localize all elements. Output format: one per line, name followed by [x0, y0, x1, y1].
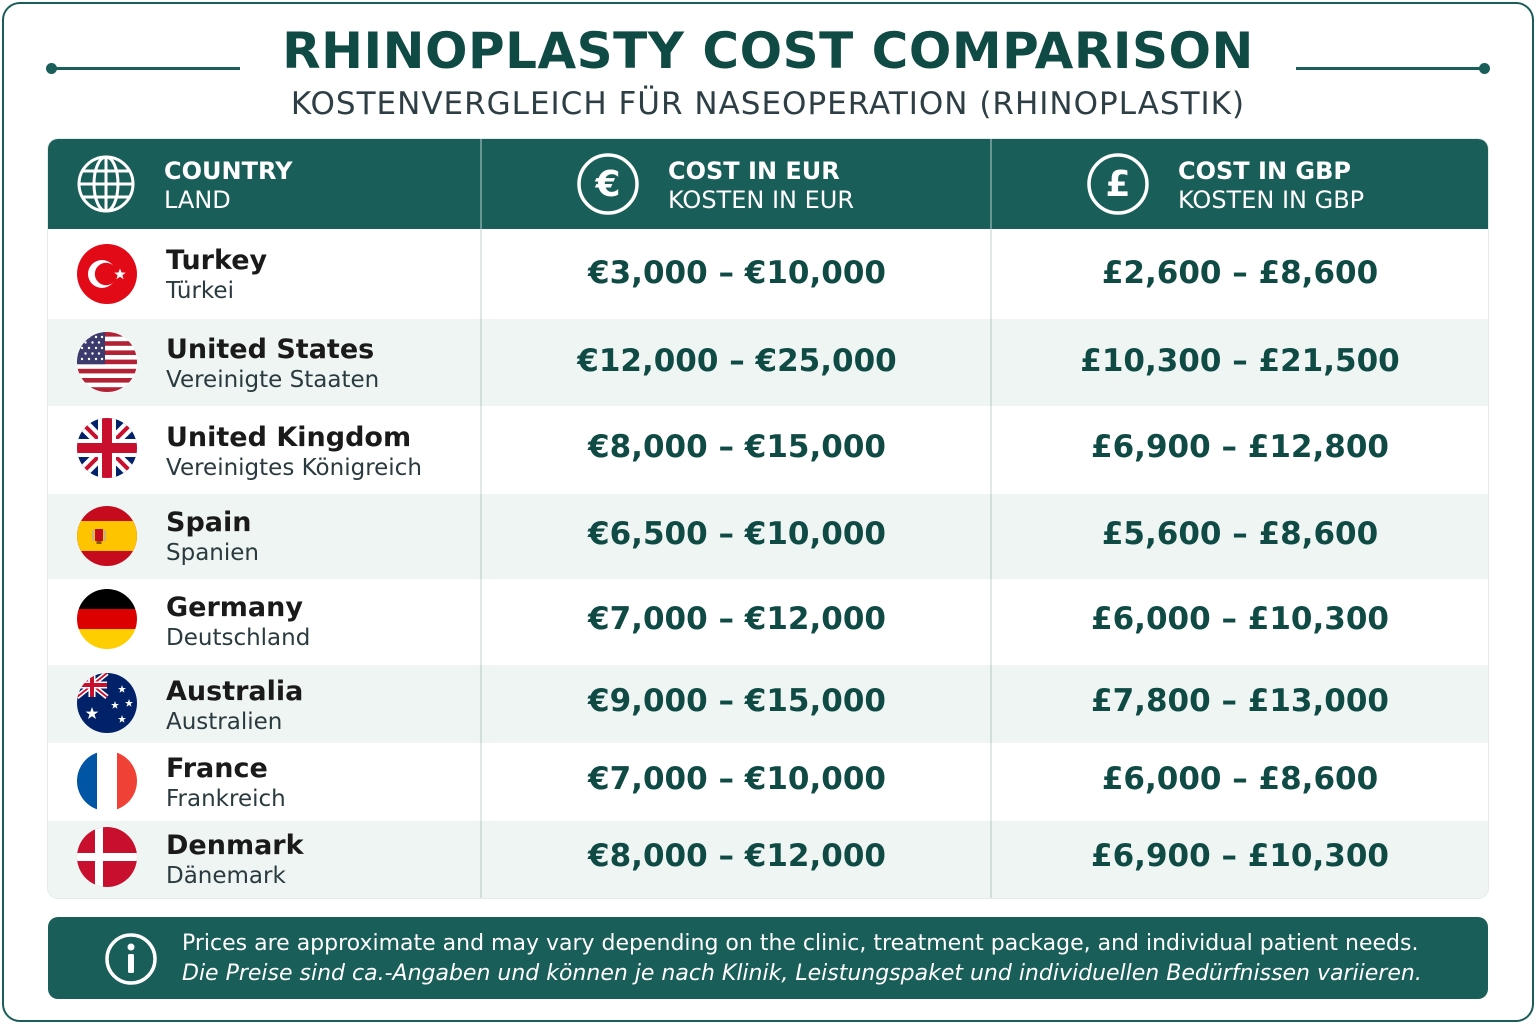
- title-rule-left: [50, 67, 240, 70]
- header-eur-label: COST IN EUR: [668, 157, 840, 185]
- country-name-de: Frankreich: [166, 786, 286, 812]
- country-name: Denmark: [166, 830, 304, 861]
- title-rule-dot-left: [46, 63, 57, 74]
- turkey-flag-icon: [77, 244, 137, 304]
- cost-gbp: £5,600 – £8,600: [1101, 516, 1379, 552]
- country-name-de: Vereinigte Staaten: [166, 367, 380, 393]
- cost-gbp: £6,000 – £10,300: [1091, 601, 1389, 637]
- spain-flag-icon: [77, 506, 137, 566]
- cost-gbp: £2,600 – £8,600: [1101, 255, 1379, 291]
- table-row: Turkey Türkei €3,000 – €10,000 £2,600 – …: [48, 229, 1488, 319]
- australia-flag-icon: [77, 673, 137, 733]
- title-rule-dot-right: [1479, 63, 1490, 74]
- table-header: COUNTRY LAND € COST IN EUR KOSTEN IN EUR…: [48, 139, 1488, 229]
- cost-eur: €8,000 – €15,000: [588, 429, 886, 465]
- country-name-de: Deutschland: [166, 625, 311, 651]
- column-divider: [990, 229, 992, 898]
- cost-gbp: £6,000 – £8,600: [1101, 761, 1379, 797]
- svg-text:€: €: [594, 164, 620, 205]
- cost-eur: €3,000 – €10,000: [588, 255, 886, 291]
- pound-icon: £: [1087, 153, 1149, 215]
- uk-flag-icon: [77, 418, 137, 478]
- country-name: Spain: [166, 507, 252, 538]
- header-gbp-label-de: KOSTEN IN GBP: [1178, 186, 1365, 214]
- france-flag-icon: [77, 751, 137, 811]
- header-divider: [990, 139, 992, 229]
- table-row: United Kingdom Vereinigtes Königreich €8…: [48, 406, 1488, 494]
- page-title: RHINOPLASTY COST COMPARISON: [282, 22, 1254, 80]
- country-name-de: Türkei: [166, 278, 234, 304]
- header-country: COUNTRY LAND: [48, 139, 480, 229]
- cost-table: COUNTRY LAND € COST IN EUR KOSTEN IN EUR…: [48, 139, 1488, 898]
- country-name-de: Spanien: [166, 540, 259, 566]
- disclaimer-en: Prices are approximate and may vary depe…: [182, 931, 1419, 956]
- table-row: France Frankreich €7,000 – €10,000 £6,00…: [48, 743, 1488, 821]
- country-name: France: [166, 753, 268, 784]
- cost-eur: €9,000 – €15,000: [588, 683, 886, 719]
- page-subtitle: KOSTENVERGLEICH FÜR NASEOPERATION (RHINO…: [290, 86, 1246, 122]
- disclaimer-de: Die Preise sind ca.-Angaben und können j…: [182, 961, 1422, 986]
- table-row: Denmark Dänemark €8,000 – €12,000 £6,900…: [48, 821, 1488, 898]
- country-name-de: Australien: [166, 709, 283, 735]
- cost-eur: €7,000 – €12,000: [588, 601, 886, 637]
- table-row: United States Vereinigte Staaten €12,000…: [48, 319, 1488, 406]
- germany-flag-icon: [77, 589, 137, 649]
- table-row: Spain Spanien €6,500 – €10,000 £5,600 – …: [48, 494, 1488, 579]
- cost-eur: €7,000 – €10,000: [588, 761, 886, 797]
- usa-flag-icon: [77, 332, 137, 392]
- country-name: United States: [166, 334, 375, 365]
- header-country-label-de: LAND: [164, 186, 231, 214]
- cost-gbp: £6,900 – £10,300: [1091, 838, 1389, 874]
- info-icon: [105, 933, 157, 985]
- header-gbp-label: COST IN GBP: [1178, 157, 1351, 185]
- table-row: Germany Deutschland €7,000 – €12,000 £6,…: [48, 579, 1488, 665]
- country-name-de: Vereinigtes Königreich: [166, 455, 422, 481]
- euro-icon: €: [577, 153, 639, 215]
- disclaimer-note: Prices are approximate and may vary depe…: [48, 917, 1488, 999]
- cost-eur: €12,000 – €25,000: [577, 343, 897, 379]
- cost-eur: €8,000 – €12,000: [588, 838, 886, 874]
- denmark-flag-icon: [77, 827, 137, 887]
- header-gbp: £ COST IN GBP KOSTEN IN GBP: [992, 139, 1488, 229]
- header-eur: € COST IN EUR KOSTEN IN EUR: [482, 139, 990, 229]
- table-row: Australia Australien €9,000 – €15,000 £7…: [48, 665, 1488, 743]
- globe-icon: [77, 155, 135, 213]
- title-rule-right: [1296, 67, 1486, 70]
- cost-gbp: £10,300 – £21,500: [1080, 343, 1400, 379]
- cost-gbp: £7,800 – £13,000: [1091, 683, 1389, 719]
- cost-eur: €6,500 – €10,000: [588, 516, 886, 552]
- country-name: United Kingdom: [166, 422, 412, 453]
- svg-text:£: £: [1105, 164, 1130, 205]
- header-eur-label-de: KOSTEN IN EUR: [668, 186, 855, 214]
- cost-gbp: £6,900 – £12,800: [1091, 429, 1389, 465]
- column-divider: [480, 229, 482, 898]
- country-name: Turkey: [166, 245, 268, 276]
- country-name: Germany: [166, 592, 303, 623]
- header-divider: [480, 139, 482, 229]
- header-country-label: COUNTRY: [164, 157, 293, 185]
- country-name-de: Dänemark: [166, 863, 286, 889]
- country-name: Australia: [166, 676, 304, 707]
